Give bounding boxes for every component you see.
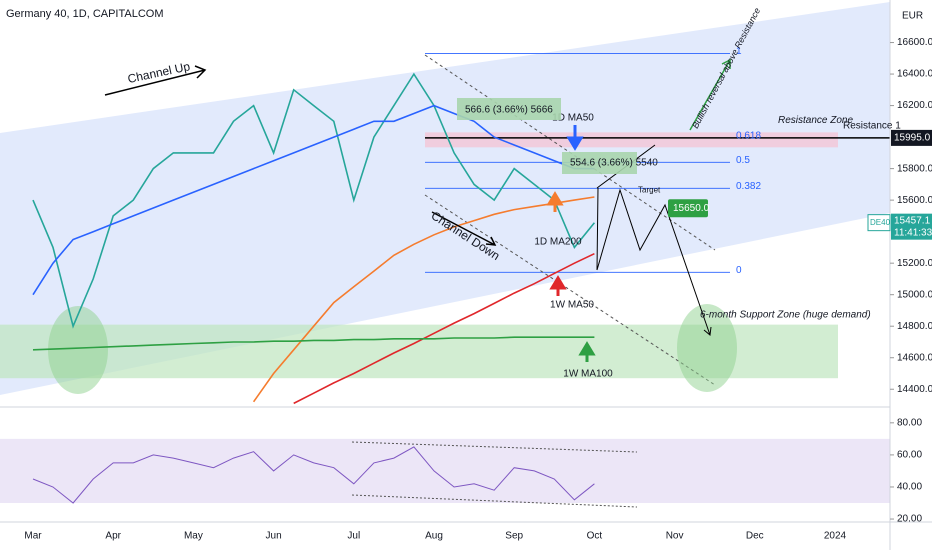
ma-label: 1W MA100	[563, 369, 613, 380]
x-tick-label: Apr	[105, 531, 121, 542]
support-zone-label: 6-month Support Zone (huge demand)	[700, 309, 871, 320]
series-line	[32, 336, 595, 351]
symbol-tag	[867, 214, 891, 232]
fib-label: 0.5	[736, 155, 750, 166]
rsi-band	[0, 438, 890, 504]
y-tick-label: 15800.0	[897, 163, 932, 174]
channel-down-line	[424, 194, 716, 386]
fib-label: 0	[736, 265, 742, 276]
y-tick-label: 15600.0	[897, 195, 932, 206]
target-label: Target	[638, 185, 661, 194]
y-tick-label: 80.00	[897, 417, 922, 428]
chart-title: Germany 40, 1D, CAPITALCOM	[6, 8, 164, 20]
x-tick-label: Sep	[505, 531, 523, 542]
rsi-channel	[351, 441, 638, 453]
series-line	[32, 104, 595, 296]
y-tick-label: 14600.0	[897, 352, 932, 363]
fib-label: 0.618	[736, 131, 761, 142]
annotation: 554.6 (3.66%) 5540	[570, 158, 658, 169]
target-box	[668, 199, 708, 218]
symbol-tag-text: DE40	[870, 218, 891, 227]
y-tick-label: 14800.0	[897, 321, 932, 332]
resistance-zone-label: Resistance Zone	[778, 115, 853, 126]
projection-path	[596, 188, 712, 336]
y-tick-label: 20.00	[897, 514, 922, 525]
ma200-arrow	[546, 191, 564, 212]
y-tick-label: 15000.0	[897, 289, 932, 300]
series-line	[293, 252, 595, 405]
channel-down-arrow	[431, 211, 497, 246]
ma-label: 1D MA50	[552, 113, 594, 124]
y-tick-label: 16400.0	[897, 69, 932, 80]
wma100-arrow	[578, 341, 596, 362]
resistance-label: Resistance 1	[843, 121, 901, 132]
y-tick-label: 40.00	[897, 482, 922, 493]
fib-label: 0.382	[736, 181, 761, 192]
ma50-arrow	[566, 125, 584, 151]
x-tick-label: Oct	[587, 531, 603, 542]
support-circle	[677, 304, 737, 392]
x-tick-label: Mar	[24, 531, 42, 542]
resistance-price: 15995.0	[894, 133, 931, 144]
ma-label: 1D MA200	[534, 237, 582, 248]
plot	[32, 72, 890, 504]
x-tick-label: 2024	[824, 531, 847, 542]
wma50-arrow	[549, 275, 567, 296]
x-tick-label: Jun	[266, 531, 282, 542]
target-value: 15650.0	[673, 203, 710, 214]
fib-label: 1	[736, 46, 742, 57]
countdown: 11:41:33	[894, 227, 932, 238]
x-tick-label: May	[184, 531, 203, 542]
resistance-price-box	[891, 129, 932, 146]
resistance-zone	[425, 132, 838, 148]
channel-up	[0, 2, 890, 395]
series-line	[32, 72, 596, 329]
x-tick-label: Jul	[347, 531, 360, 542]
y-tick-label: 14400.0	[897, 384, 932, 395]
x-tick-label: Dec	[746, 531, 764, 542]
y-tick-label: 16200.0	[897, 100, 932, 111]
support-circle	[48, 306, 108, 394]
last-price-box	[891, 213, 932, 240]
annotation: 566.6 (3.66%) 5666	[465, 105, 553, 116]
y-tick-label: 60.00	[897, 450, 922, 461]
x-tick-label: Aug	[425, 531, 443, 542]
channel-up-arrow	[104, 65, 207, 96]
y-tick-label: 15200.0	[897, 258, 932, 269]
series-line	[32, 446, 595, 504]
ma-label: 1W MA50	[550, 300, 594, 311]
y-tick-label: 16600.0	[897, 37, 932, 48]
series-line	[252, 196, 595, 403]
x-tick-label: Nov	[666, 531, 684, 542]
bullish-arrow	[689, 58, 731, 131]
currency: EUR	[902, 11, 923, 22]
measure-box	[562, 152, 637, 174]
last-price: 15457.1	[894, 215, 931, 226]
rsi-channel	[351, 494, 638, 508]
measure-box	[457, 98, 561, 120]
